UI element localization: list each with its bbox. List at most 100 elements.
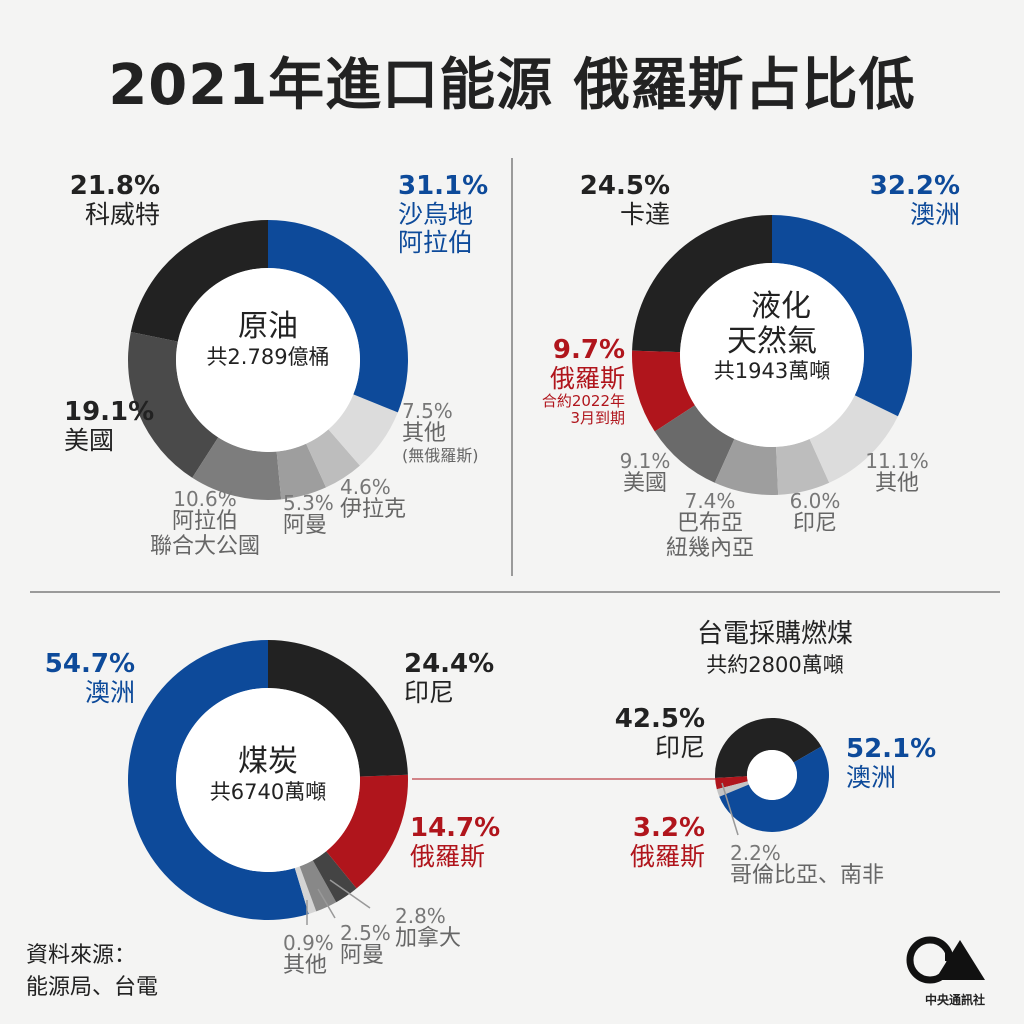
pct: 4.6% xyxy=(340,475,391,499)
taipower-total: 共約2800萬噸 xyxy=(706,652,844,677)
name: 印尼 xyxy=(654,733,705,763)
coal-label-oman: 2.5% 阿曼 xyxy=(340,922,391,969)
lng-label-other: 11.1% 其他 xyxy=(862,450,932,497)
pct: 31.1% xyxy=(398,171,489,201)
coal-slice-其他 xyxy=(294,866,317,914)
taipower-slice-印尼 xyxy=(715,717,822,778)
name: 美國 xyxy=(622,471,667,497)
taipower-title: 台電採購燃煤 共約2800萬噸 xyxy=(640,618,910,679)
name: 俄羅斯 xyxy=(410,842,486,872)
name: 阿拉伯 xyxy=(398,228,474,258)
cna-logo-text: 中央通訊社 xyxy=(924,993,985,1007)
source-note: 資料來源： 能源局、台電 xyxy=(26,940,158,1004)
coal-title: 煤炭 xyxy=(238,744,298,779)
taipower-title-text: 台電採購燃煤 xyxy=(696,619,853,649)
crude-label-saudi: 31.1% 沙烏地 阿拉伯 xyxy=(398,171,489,258)
pct: 24.4% xyxy=(404,649,495,679)
lng-center-label: 液化天然氣 共1943萬噸 xyxy=(692,289,852,383)
coal-center-label: 煤炭 共6740萬噸 xyxy=(188,744,348,804)
cna-logo-icon xyxy=(906,936,985,984)
crude-label-uae: 10.6% 阿拉伯 聯合大公國 xyxy=(110,488,300,560)
name: 印尼 xyxy=(404,678,455,708)
coal-slice-阿曼 xyxy=(299,860,337,912)
name: 聯合大公國 xyxy=(149,534,260,560)
crude-slice-阿拉伯聯合大公國 xyxy=(192,437,282,500)
name: 印尼 xyxy=(792,511,837,537)
taipower-donut-hole xyxy=(747,750,797,800)
pct: 42.5% xyxy=(614,704,705,734)
name: 其他 xyxy=(402,421,447,447)
pct: 19.1% xyxy=(64,397,155,427)
cna-logo: 中央通訊社 xyxy=(905,935,1005,1008)
lng-slice-其他 xyxy=(809,395,898,483)
crude-label-us: 19.1% 美國 xyxy=(64,397,155,456)
crude-label-iraq: 4.6% 伊拉克 xyxy=(340,476,406,523)
name: 美國 xyxy=(64,426,115,456)
divider-horizontal xyxy=(30,591,1000,593)
crude-total: 共2.789億桶 xyxy=(206,344,330,369)
source-value: 能源局、台電 xyxy=(26,974,159,1000)
crude-slice-伊拉克 xyxy=(306,429,360,488)
lng-slice-俄羅斯 xyxy=(632,350,695,432)
crude-center-label: 原油 共2.789億桶 xyxy=(188,309,348,369)
name: 阿拉伯 xyxy=(171,509,238,535)
name: 科威特 xyxy=(84,200,160,230)
pct: 32.2% xyxy=(869,171,960,201)
coal-label-australia: 54.7% 澳洲 xyxy=(30,649,135,708)
taipower-label-australia: 52.1% 澳洲 xyxy=(846,734,937,793)
coal-donut-hole xyxy=(176,688,360,872)
pct: 7.4% xyxy=(684,489,736,513)
pct: 54.7% xyxy=(44,649,135,679)
taipower-slice-澳洲 xyxy=(719,746,829,832)
name: 哥倫比亞、南非 xyxy=(730,863,885,889)
crude-donut-hole xyxy=(176,268,360,452)
coal-slice-加拿大 xyxy=(312,851,357,903)
pct: 0.9% xyxy=(283,931,334,955)
crude-slice-美國 xyxy=(127,332,219,478)
name: 阿曼 xyxy=(340,943,385,969)
pct: 52.1% xyxy=(846,734,937,764)
coal-label-russia: 14.7% 俄羅斯 xyxy=(410,813,501,872)
coal-total: 共6740萬噸 xyxy=(209,779,327,804)
lng-label-indonesia: 6.0% 印尼 xyxy=(780,490,850,537)
name: 澳洲 xyxy=(909,200,960,230)
lng-label-png: 7.4% 巴布亞 紐幾內亞 xyxy=(650,490,770,562)
contract-note: 3月到期 xyxy=(570,408,625,427)
page-title: 2021年進口能源 俄羅斯占比低 xyxy=(108,53,916,118)
leader-line xyxy=(329,879,371,909)
lng-label-us: 9.1% 美國 xyxy=(605,450,685,497)
name: 紐幾內亞 xyxy=(665,536,754,562)
lng-label-russia: 9.7% 俄羅斯 合約2022年 3月到期 xyxy=(520,335,625,427)
lng-donut-hole xyxy=(680,263,864,447)
coal-slice-印尼 xyxy=(268,640,408,777)
pct: 9.7% xyxy=(552,335,625,365)
lng-slice-澳洲 xyxy=(772,215,913,417)
pct: 9.1% xyxy=(619,449,671,473)
coal-slice-俄羅斯 xyxy=(326,774,408,889)
lng-slice-卡達 xyxy=(632,215,772,353)
pct: 11.1% xyxy=(865,449,929,473)
crude-label-other: 7.5% 其他 (無俄羅斯) xyxy=(402,400,479,465)
taipower-label-colombia-sa: 2.2% 哥倫比亞、南非 xyxy=(730,842,884,889)
name: 澳洲 xyxy=(846,763,897,793)
lng-slice-美國 xyxy=(654,405,735,483)
name: 加拿大 xyxy=(395,926,462,952)
name: 巴布亞 xyxy=(676,511,743,537)
coal-label-other: 0.9% 其他 xyxy=(283,932,334,979)
crude-slice-其他 xyxy=(328,394,398,466)
lng-label-australia: 32.2% 澳洲 xyxy=(860,171,960,230)
pct: 14.7% xyxy=(410,813,501,843)
crude-title: 原油 xyxy=(238,309,298,344)
pct: 2.5% xyxy=(340,921,391,945)
name: 伊拉克 xyxy=(340,497,407,523)
pct: 24.5% xyxy=(579,171,670,201)
lng-label-qatar: 24.5% 卡達 xyxy=(570,171,670,229)
name: 其他 xyxy=(283,953,328,979)
source-label: 資料來源： xyxy=(26,943,137,968)
name: 俄羅斯 xyxy=(629,842,705,872)
name: 澳洲 xyxy=(84,678,135,708)
crude-slice-阿曼 xyxy=(276,443,327,500)
name: 其他 xyxy=(874,471,919,497)
crude-label-kuwait: 21.8% 科威特 xyxy=(60,171,160,230)
